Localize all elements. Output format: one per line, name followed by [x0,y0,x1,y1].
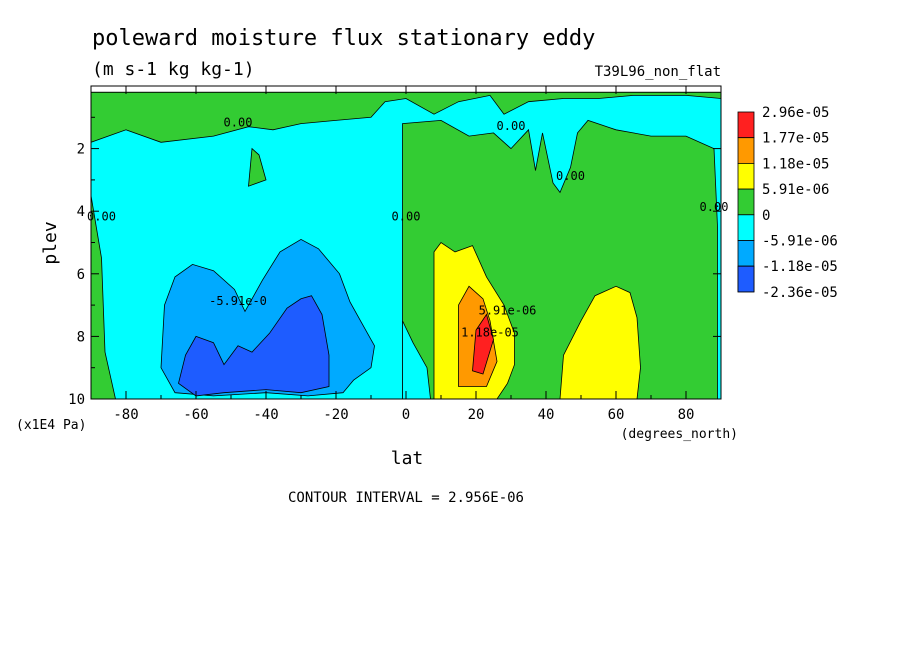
y-axis-units: (x1E4 Pa) [16,418,86,433]
y-tick-label: 4 [77,204,85,220]
x-tick-label: 60 [608,407,625,423]
y-axis-label: plev [40,221,61,264]
contour-label: 0.00 [497,119,526,133]
y-tick-label: 2 [77,142,85,158]
contour-region-yellow-mid [559,285,641,400]
contour-label: 0.00 [556,169,585,183]
contour-label: 0.00 [392,210,421,224]
contour-label: 5.91e-06 [479,304,537,318]
legend: 2.96e-05 1.77e-05 1.18e-05 5.91e-06 0 -5.91e-… [737,105,838,301]
x-tick-label: -80 [113,407,138,423]
x-tick-label: 80 [678,407,695,423]
contour-region-blue [178,295,330,397]
contour-region-green-island [248,147,267,187]
x-axis-label: lat [391,448,424,469]
x-tick-label: 20 [468,407,485,423]
legend-swatch [737,214,755,241]
legend-label: -1.18e-05 [762,259,838,275]
contour-interval-footer: CONTOUR INTERVAL = 2.956E-06 [288,490,524,506]
contour-label: 0.00 [700,200,729,214]
contour-label: -5.91e-0 [209,294,267,308]
x-axis-units: (degrees_north) [621,427,738,442]
legend-label: -2.36e-05 [762,285,838,301]
x-tick-label: -20 [323,407,348,423]
contour-region-green-top [90,91,722,143]
x-tick-label: -60 [183,407,208,423]
chart-subtitle: (m s-1 kg kg-1) [92,59,255,80]
legend-swatch [737,265,755,293]
contour-label: 1.18e-05 [461,325,519,339]
chart-title: poleward moisture flux stationary eddy [92,26,595,51]
legend-label: 0 [762,208,770,224]
x-tick-label: 0 [402,407,410,423]
contour-label: 0.00 [224,116,253,130]
plot-area: 0.00 0.00 0.00 0.00 0.00 0.00 -5.91e-0 5.91e-06… [87,85,729,400]
legend-label: 5.91e-06 [762,182,829,198]
legend-swatch [737,137,755,164]
y-tick-label: 8 [77,329,85,345]
legend-swatch [737,188,755,216]
legend-label: -5.91e-06 [762,234,838,250]
y-tick-label: 10 [68,392,85,408]
x-tick-label: -40 [253,407,278,423]
legend-swatch [737,162,755,190]
contour-label: 0.00 [87,210,116,224]
contour-region-red [472,313,494,375]
y-tick-label: 6 [77,267,85,283]
legend-label: 1.77e-05 [762,131,829,147]
legend-swatch [737,111,755,139]
legend-label: 1.18e-05 [762,156,829,172]
x-tick-label: 40 [538,407,555,423]
run-label: T39L96_non_flat [595,64,721,80]
legend-label: 2.96e-05 [762,105,829,121]
legend-swatch [737,240,755,267]
